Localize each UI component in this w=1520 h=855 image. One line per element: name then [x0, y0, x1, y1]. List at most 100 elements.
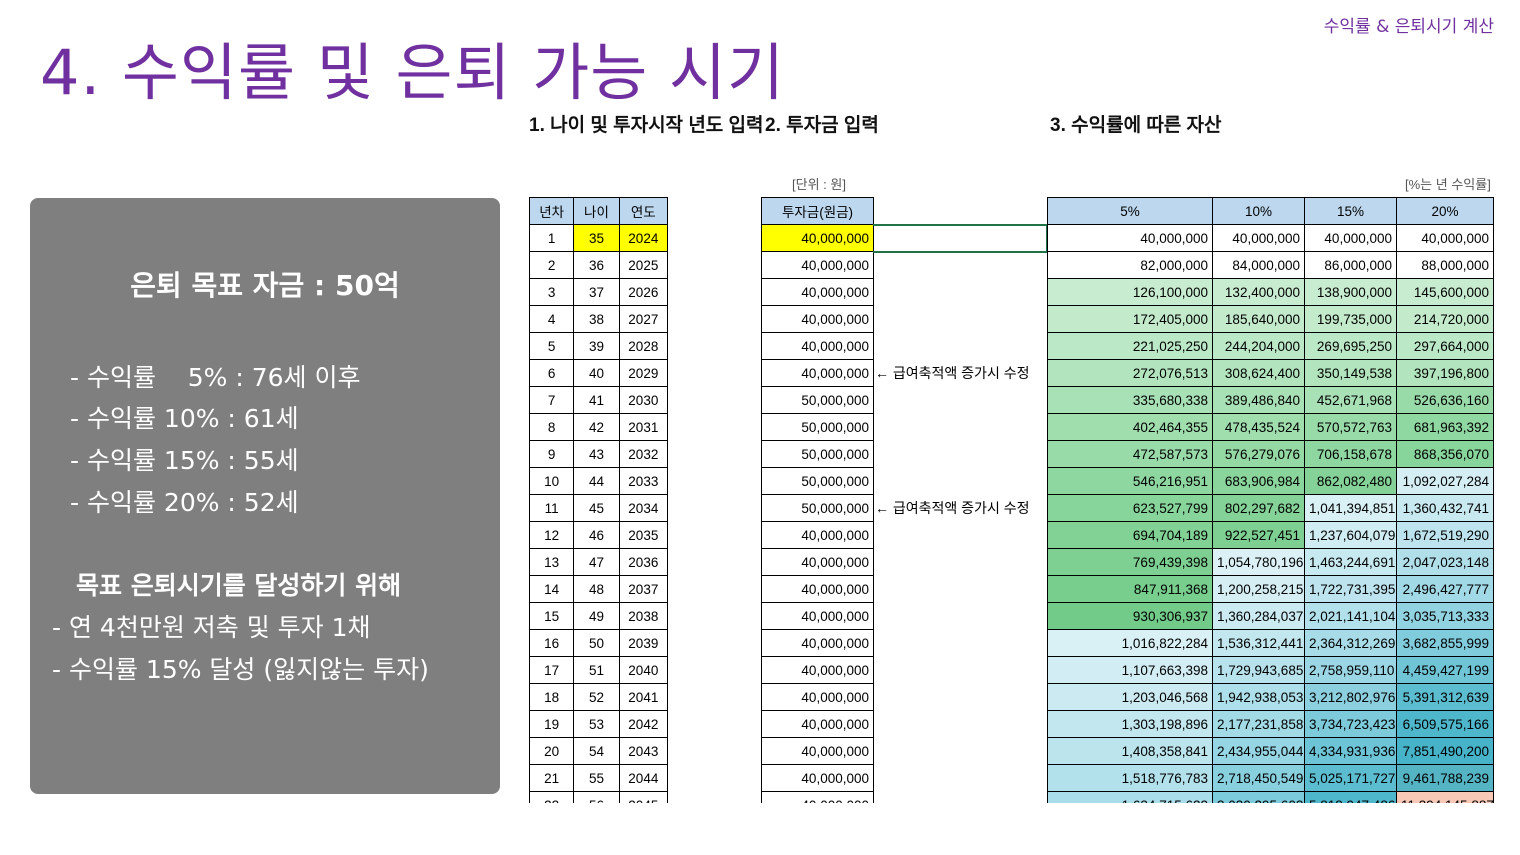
- age-cell[interactable]: 11: [529, 494, 575, 522]
- invest-table-wrap: 투자금(원금) 40,000,000 40,000,000 40,000,000 40…: [761, 197, 875, 803]
- age-cell[interactable]: 2034: [618, 494, 669, 522]
- invest-cell[interactable]: 40,000,000: [761, 710, 874, 738]
- age-cell[interactable]: 12: [529, 521, 575, 549]
- table-row: 40,000,000: [761, 602, 874, 630]
- invest-cell[interactable]: 40,000,000: [761, 764, 874, 792]
- invest-cell[interactable]: 40,000,000: [761, 278, 874, 306]
- age-cell[interactable]: 46: [573, 521, 620, 549]
- age-cell[interactable]: 15: [529, 602, 575, 630]
- age-cell[interactable]: 2040: [618, 656, 669, 684]
- age-cell[interactable]: 8: [529, 413, 575, 441]
- age-cell[interactable]: 2028: [618, 332, 669, 360]
- age-cell[interactable]: 2045: [618, 791, 669, 803]
- age-cell[interactable]: 56: [573, 791, 620, 803]
- age-cell[interactable]: 9: [529, 440, 575, 468]
- invest-cell[interactable]: 40,000,000: [761, 359, 874, 387]
- age-cell[interactable]: 2036: [618, 548, 669, 576]
- age-cell[interactable]: 2030: [618, 386, 669, 414]
- age-cell[interactable]: 1: [529, 224, 575, 252]
- age-cell[interactable]: 2037: [618, 575, 669, 603]
- age-cell[interactable]: 54: [573, 737, 620, 765]
- age-cell[interactable]: 42: [573, 413, 620, 441]
- invest-cell[interactable]: 40,000,000: [761, 548, 874, 576]
- invest-cell[interactable]: 40,000,000: [761, 251, 874, 279]
- invest-cell[interactable]: 50,000,000: [761, 413, 874, 441]
- age-cell[interactable]: 43: [573, 440, 620, 468]
- age-cell[interactable]: 22: [529, 791, 575, 803]
- invest-cell[interactable]: 50,000,000: [761, 467, 874, 495]
- age-cell[interactable]: 52: [573, 683, 620, 711]
- age-cell[interactable]: 16: [529, 629, 575, 657]
- age-cell[interactable]: 35: [573, 224, 620, 252]
- age-cell[interactable]: 17: [529, 656, 575, 684]
- invest-cell[interactable]: 40,000,000: [761, 332, 874, 360]
- age-cell[interactable]: 13: [529, 548, 575, 576]
- section-assets: 3. 수익률에 따른 자산: [1050, 115, 1222, 136]
- asset-cell: 402,464,355: [1047, 413, 1213, 441]
- age-cell[interactable]: 2043: [618, 737, 669, 765]
- age-cell[interactable]: 2025: [618, 251, 669, 279]
- age-cell[interactable]: 5: [529, 332, 575, 360]
- age-cell[interactable]: 39: [573, 332, 620, 360]
- age-cell[interactable]: 21: [529, 764, 575, 792]
- table-row: 50,000,000: [761, 440, 874, 468]
- age-cell[interactable]: 2041: [618, 683, 669, 711]
- table-row: 21 55 2044: [529, 764, 669, 792]
- invest-cell[interactable]: 50,000,000: [761, 440, 874, 468]
- asset-cell: 3,030,295,603: [1212, 791, 1305, 803]
- invest-cell[interactable]: 50,000,000: [761, 494, 874, 522]
- age-cell[interactable]: 2032: [618, 440, 669, 468]
- age-cell[interactable]: 2026: [618, 278, 669, 306]
- age-cell[interactable]: 49: [573, 602, 620, 630]
- invest-cell[interactable]: 40,000,000: [761, 791, 874, 803]
- edit-note: ← 급여축적액 증가시 수정: [875, 365, 1030, 381]
- invest-cell[interactable]: 50,000,000: [761, 386, 874, 414]
- age-cell[interactable]: 53: [573, 710, 620, 738]
- age-cell[interactable]: 20: [529, 737, 575, 765]
- age-cell[interactable]: 2024: [618, 224, 669, 252]
- age-cell[interactable]: 55: [573, 764, 620, 792]
- age-cell[interactable]: 38: [573, 305, 620, 333]
- age-cell[interactable]: 2035: [618, 521, 669, 549]
- invest-header: 투자금(원금): [761, 197, 874, 225]
- age-cell[interactable]: 2039: [618, 629, 669, 657]
- invest-cell[interactable]: 40,000,000: [761, 575, 874, 603]
- age-cell[interactable]: 44: [573, 467, 620, 495]
- age-cell[interactable]: 18: [529, 683, 575, 711]
- age-cell[interactable]: 2038: [618, 602, 669, 630]
- invest-cell[interactable]: 40,000,000: [761, 602, 874, 630]
- age-cell[interactable]: 40: [573, 359, 620, 387]
- age-cell[interactable]: 2: [529, 251, 575, 279]
- age-cell[interactable]: 41: [573, 386, 620, 414]
- age-cell[interactable]: 45: [573, 494, 620, 522]
- age-cell[interactable]: 3: [529, 278, 575, 306]
- age-cell[interactable]: 2044: [618, 764, 669, 792]
- invest-cell[interactable]: 40,000,000: [761, 629, 874, 657]
- invest-cell[interactable]: 40,000,000: [761, 305, 874, 333]
- invest-cell[interactable]: 40,000,000: [761, 656, 874, 684]
- age-cell[interactable]: 4: [529, 305, 575, 333]
- age-cell[interactable]: 7: [529, 386, 575, 414]
- age-cell[interactable]: 19: [529, 710, 575, 738]
- age-cell[interactable]: 2029: [618, 359, 669, 387]
- age-cell[interactable]: 50: [573, 629, 620, 657]
- age-cell[interactable]: 48: [573, 575, 620, 603]
- age-cell[interactable]: 14: [529, 575, 575, 603]
- age-cell[interactable]: 2042: [618, 710, 669, 738]
- age-cell[interactable]: 10: [529, 467, 575, 495]
- asset-cell: 40,000,000: [1304, 224, 1397, 252]
- table-row: 40,000,000: [761, 224, 874, 252]
- age-cell[interactable]: 47: [573, 548, 620, 576]
- age-cell[interactable]: 2031: [618, 413, 669, 441]
- age-cell[interactable]: 36: [573, 251, 620, 279]
- age-cell[interactable]: 51: [573, 656, 620, 684]
- asset-header-cell: 5%: [1047, 197, 1213, 225]
- age-cell[interactable]: 2027: [618, 305, 669, 333]
- invest-cell[interactable]: 40,000,000: [761, 224, 874, 252]
- age-cell[interactable]: 6: [529, 359, 575, 387]
- age-cell[interactable]: 37: [573, 278, 620, 306]
- invest-cell[interactable]: 40,000,000: [761, 521, 874, 549]
- invest-cell[interactable]: 40,000,000: [761, 683, 874, 711]
- invest-cell[interactable]: 40,000,000: [761, 737, 874, 765]
- age-cell[interactable]: 2033: [618, 467, 669, 495]
